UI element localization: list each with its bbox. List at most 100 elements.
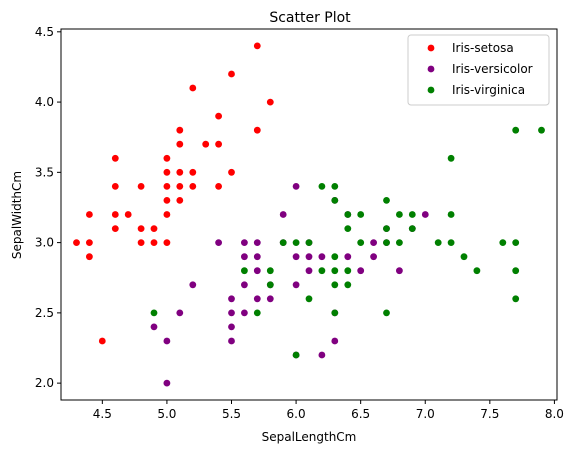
data-point xyxy=(163,154,171,162)
data-point xyxy=(408,225,416,233)
data-point xyxy=(331,281,339,289)
data-point xyxy=(228,295,235,303)
data-point xyxy=(86,239,93,247)
data-point xyxy=(434,239,442,247)
data-point xyxy=(86,211,93,218)
data-point xyxy=(279,239,287,247)
data-point xyxy=(408,211,416,218)
y-tick-label: 3.5 xyxy=(35,165,54,179)
x-tick-label: 5.5 xyxy=(222,407,241,421)
data-point xyxy=(228,323,235,331)
data-point xyxy=(370,239,377,247)
data-point xyxy=(383,225,390,233)
data-point xyxy=(176,126,184,134)
data-point xyxy=(137,183,145,190)
y-tick-label: 4.0 xyxy=(35,95,54,109)
data-point xyxy=(499,239,507,247)
x-tick-label: 7.5 xyxy=(480,407,499,421)
data-point xyxy=(176,140,184,148)
data-point xyxy=(344,211,352,218)
x-tick-label: 6.0 xyxy=(287,407,306,421)
data-point xyxy=(344,225,352,233)
data-point xyxy=(318,267,326,275)
data-point xyxy=(163,183,171,190)
y-tick-label: 4.5 xyxy=(35,25,54,39)
data-point xyxy=(86,253,93,261)
data-point xyxy=(228,70,235,78)
data-point xyxy=(150,225,158,233)
legend-marker xyxy=(427,65,435,73)
data-point xyxy=(73,239,80,247)
data-point xyxy=(215,112,223,120)
data-point xyxy=(396,239,403,247)
data-point xyxy=(512,126,520,134)
data-point xyxy=(241,281,248,289)
data-point xyxy=(163,197,171,204)
data-point xyxy=(111,154,119,162)
y-axis: 2.0 2.5 3.0 3.5 4.0 4.5 xyxy=(35,25,61,390)
data-point xyxy=(266,98,274,106)
data-point xyxy=(241,309,248,317)
data-point xyxy=(124,211,132,218)
data-point xyxy=(241,239,248,247)
y-tick-label: 3.0 xyxy=(35,236,54,250)
data-point xyxy=(305,295,313,303)
data-point xyxy=(253,295,261,303)
legend-marker xyxy=(427,44,435,52)
data-point xyxy=(253,42,261,50)
data-point xyxy=(215,239,223,247)
legend-marker xyxy=(427,86,435,94)
data-point xyxy=(318,351,326,359)
data-point xyxy=(215,183,223,190)
data-point xyxy=(512,239,520,247)
data-point xyxy=(176,183,184,190)
data-point xyxy=(202,140,210,148)
data-point xyxy=(137,239,145,247)
data-point xyxy=(383,309,390,317)
data-point xyxy=(357,211,365,218)
data-point xyxy=(111,225,119,233)
legend-label: Iris-versicolor xyxy=(452,62,533,76)
data-point xyxy=(383,197,390,204)
data-point xyxy=(318,183,326,190)
legend-label: Iris-setosa xyxy=(452,41,514,55)
data-point xyxy=(512,267,520,275)
data-point xyxy=(447,239,455,247)
data-point xyxy=(331,253,339,261)
data-point xyxy=(98,337,106,345)
data-point xyxy=(189,84,197,92)
data-point xyxy=(292,351,300,359)
points-layer xyxy=(73,42,545,387)
data-point xyxy=(176,309,184,317)
data-point xyxy=(331,197,339,204)
data-point xyxy=(266,267,274,275)
data-point xyxy=(253,253,261,261)
data-point xyxy=(447,211,455,218)
data-point xyxy=(292,183,300,190)
data-point xyxy=(137,225,145,233)
data-point xyxy=(344,281,352,289)
data-point xyxy=(460,253,468,261)
data-point xyxy=(538,126,545,134)
x-tick-label: 5.0 xyxy=(157,407,176,421)
data-point xyxy=(163,168,171,176)
legend: Iris-setosa Iris-versicolor Iris-virginica xyxy=(407,34,550,106)
y-axis-title: SepalWidthCm xyxy=(10,171,24,259)
data-point xyxy=(331,309,339,317)
data-point xyxy=(253,309,261,317)
data-point xyxy=(150,239,158,247)
data-point xyxy=(292,253,300,261)
y-tick-label: 2.0 xyxy=(35,376,54,390)
data-point xyxy=(447,154,455,162)
data-point xyxy=(357,239,365,247)
data-point xyxy=(163,379,171,387)
legend-label: Iris-virginica xyxy=(452,83,525,97)
data-point xyxy=(228,168,235,176)
data-point xyxy=(305,267,313,275)
data-point xyxy=(383,239,390,247)
data-point xyxy=(176,197,184,204)
data-point xyxy=(215,140,223,148)
data-point xyxy=(512,295,520,303)
data-point xyxy=(150,323,158,331)
x-tick-label: 4.5 xyxy=(93,407,112,421)
